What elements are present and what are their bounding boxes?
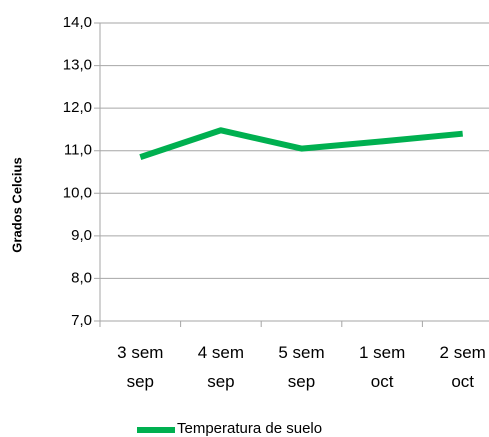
y-tick-label: 10,0 bbox=[63, 184, 92, 201]
y-tick-label: 11,0 bbox=[64, 142, 92, 159]
x-tick-label: 3 sem sep bbox=[117, 343, 163, 391]
y-tick-label: 9,0 bbox=[71, 227, 92, 244]
y-tick-label: 12,0 bbox=[63, 99, 92, 116]
y-tick-label: 8,0 bbox=[71, 269, 92, 286]
y-tick-label: 7,0 bbox=[71, 312, 92, 329]
line-series bbox=[139, 127, 463, 160]
x-tick-label: 2 sem oct bbox=[440, 343, 486, 391]
legend-label: Temperatura de suelo bbox=[177, 420, 322, 437]
x-tick-label: 5 sem sep bbox=[278, 343, 324, 391]
x-tick-label: 4 sem sep bbox=[198, 343, 244, 391]
y-axis-label: Grados Celcius bbox=[9, 157, 24, 252]
x-tick-label: 1 sem oct bbox=[359, 343, 405, 391]
y-tick-label: 14,0 bbox=[63, 14, 92, 31]
y-tick-label: 13,0 bbox=[63, 57, 92, 74]
